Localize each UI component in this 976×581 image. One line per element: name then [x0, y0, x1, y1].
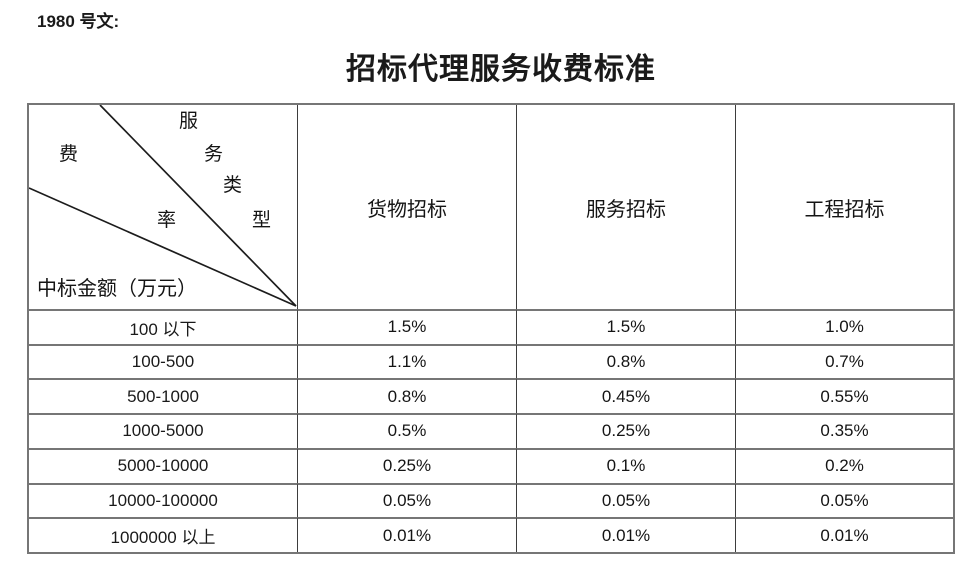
fee-value: 1.1% [297, 343, 516, 379]
fee-value: 0.45% [516, 378, 735, 414]
fee-table: 服 务 类 型 费 率 中标金额（万元） 货物招标 服务招标 工程招标 100 … [27, 103, 955, 554]
row-label: 10000-100000 [29, 482, 297, 518]
fee-value: 0.01% [516, 517, 735, 552]
corner-type-char: 型 [252, 210, 272, 231]
fee-value: 0.25% [297, 447, 516, 483]
fee-value: 0.05% [735, 482, 953, 518]
fee-value: 0.8% [516, 343, 735, 379]
fee-value: 1.5% [516, 309, 735, 344]
corner-type-char: 服 [179, 111, 199, 132]
column-header-goods: 货物招标 [297, 105, 516, 309]
row-label: 100-500 [29, 343, 297, 379]
fee-value: 0.55% [735, 378, 953, 414]
fee-value: 0.35% [735, 413, 953, 448]
diagonal-lines [29, 105, 297, 307]
row-label: 1000-5000 [29, 413, 297, 448]
corner-rate-char: 率 [157, 210, 177, 231]
fee-value: 0.05% [297, 482, 516, 518]
fee-value: 0.2% [735, 447, 953, 483]
corner-type-char: 务 [204, 144, 224, 165]
fee-value: 0.25% [516, 413, 735, 448]
row-label: 500-1000 [29, 378, 297, 413]
column-header-services: 服务招标 [516, 105, 735, 309]
corner-rate-char: 费 [59, 144, 79, 165]
doc-number-label: 1980 号文: [37, 12, 120, 31]
corner-amount-label: 中标金额（万元） [37, 278, 197, 300]
table-corner-cell: 服 务 类 型 费 率 中标金额（万元） [29, 105, 297, 309]
fee-value: 0.7% [735, 343, 953, 379]
row-label: 100 以下 [29, 309, 297, 344]
page-title: 招标代理服务收费标准 [346, 53, 656, 86]
row-label: 1000000 以上 [29, 517, 297, 552]
corner-type-char: 类 [223, 175, 243, 196]
fee-value: 1.0% [735, 309, 953, 344]
fee-value: 1.5% [297, 309, 516, 344]
row-label: 5000-10000 [29, 447, 297, 483]
fee-value: 0.01% [297, 517, 516, 552]
column-header-works: 工程招标 [735, 105, 953, 309]
fee-value: 0.05% [516, 482, 735, 518]
fee-value: 0.01% [735, 517, 953, 552]
fee-value: 0.5% [297, 413, 516, 448]
fee-value: 0.8% [297, 378, 516, 414]
fee-value: 0.1% [516, 447, 735, 483]
